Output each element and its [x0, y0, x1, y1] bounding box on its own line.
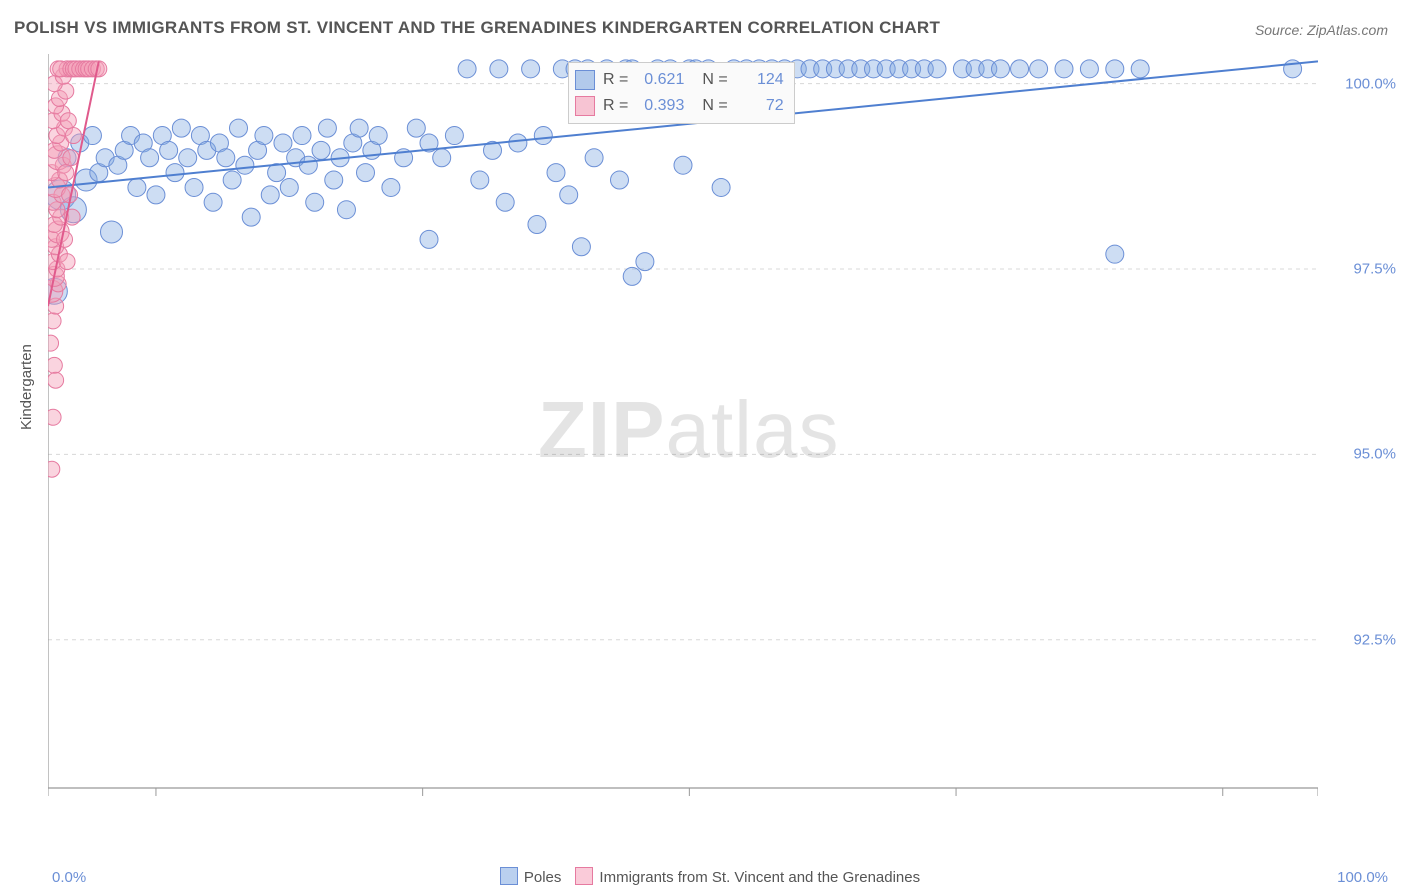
scatter-chart-svg [48, 54, 1318, 824]
chart-title: POLISH VS IMMIGRANTS FROM ST. VINCENT AN… [14, 18, 940, 38]
legend-series-label: Poles [524, 869, 562, 886]
y-tick-label: 100.0% [1345, 75, 1396, 92]
legend-r-value: 0.393 [640, 97, 684, 115]
legend-r-label: R = [603, 97, 628, 115]
y-tick-label: 95.0% [1353, 446, 1396, 463]
legend-n-label: N = [702, 97, 727, 115]
series-legend: Poles Immigrants from St. Vincent and the… [0, 867, 1406, 886]
legend-n-value: 124 [740, 71, 784, 89]
correlation-legend: R = 0.621 N = 124 R = 0.393 N = 72 [568, 62, 795, 124]
source-attribution: Source: ZipAtlas.com [1255, 22, 1388, 38]
y-axis-label: Kindergarten [18, 344, 35, 430]
legend-swatch-icon [575, 867, 593, 885]
y-tick-label: 97.5% [1353, 261, 1396, 278]
chart-plot-area: ZIPatlas R = 0.621 N = 124 R = 0.393 N =… [48, 54, 1318, 824]
legend-swatch-icon [575, 96, 595, 116]
legend-swatch-icon [500, 867, 518, 885]
legend-n-value: 72 [740, 97, 784, 115]
legend-series-label: Immigrants from St. Vincent and the Gren… [599, 869, 920, 886]
legend-n-label: N = [702, 71, 727, 89]
legend-r-label: R = [603, 71, 628, 89]
legend-r-value: 0.621 [640, 71, 684, 89]
y-tick-label: 92.5% [1353, 631, 1396, 648]
legend-swatch-icon [575, 70, 595, 90]
